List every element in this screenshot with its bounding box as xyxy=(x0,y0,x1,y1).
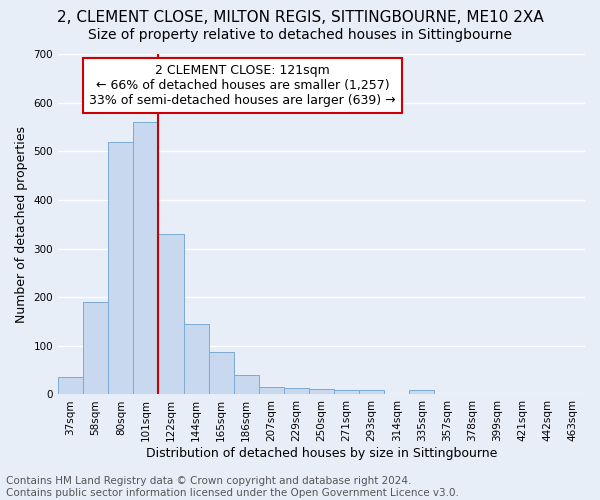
Bar xyxy=(233,375,259,394)
Bar xyxy=(309,388,334,394)
Bar xyxy=(83,302,108,394)
Bar xyxy=(133,122,158,394)
Bar xyxy=(334,390,359,394)
Bar xyxy=(209,352,233,395)
Bar xyxy=(58,378,83,394)
Text: Size of property relative to detached houses in Sittingbourne: Size of property relative to detached ho… xyxy=(88,28,512,42)
Bar xyxy=(359,390,384,394)
Text: 2 CLEMENT CLOSE: 121sqm
← 66% of detached houses are smaller (1,257)
33% of semi: 2 CLEMENT CLOSE: 121sqm ← 66% of detache… xyxy=(89,64,396,107)
Bar xyxy=(184,324,209,394)
Bar xyxy=(259,387,284,394)
X-axis label: Distribution of detached houses by size in Sittingbourne: Distribution of detached houses by size … xyxy=(146,447,497,460)
Bar xyxy=(108,142,133,394)
Text: Contains HM Land Registry data © Crown copyright and database right 2024.
Contai: Contains HM Land Registry data © Crown c… xyxy=(6,476,459,498)
Bar xyxy=(284,388,309,394)
Bar xyxy=(158,234,184,394)
Y-axis label: Number of detached properties: Number of detached properties xyxy=(15,126,28,322)
Text: 2, CLEMENT CLOSE, MILTON REGIS, SITTINGBOURNE, ME10 2XA: 2, CLEMENT CLOSE, MILTON REGIS, SITTINGB… xyxy=(56,10,544,25)
Bar xyxy=(409,390,434,394)
